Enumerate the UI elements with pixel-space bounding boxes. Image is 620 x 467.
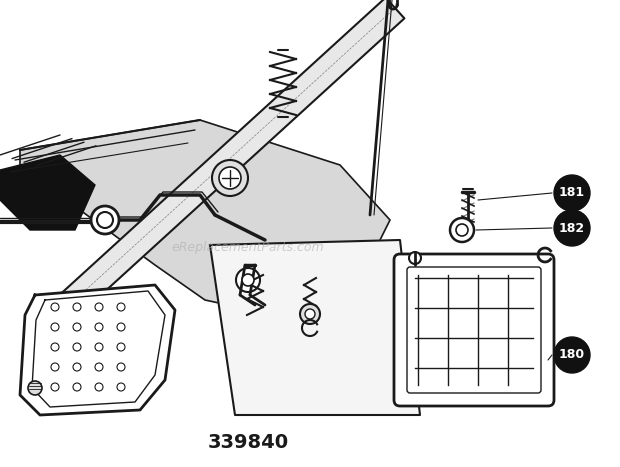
Text: eReplacementParts.com: eReplacementParts.com	[172, 241, 324, 255]
Circle shape	[219, 167, 241, 189]
Polygon shape	[0, 155, 95, 230]
Text: 339840: 339840	[208, 433, 288, 453]
FancyBboxPatch shape	[394, 254, 554, 406]
Circle shape	[554, 175, 590, 211]
Text: 182: 182	[559, 221, 585, 234]
Polygon shape	[20, 285, 175, 415]
Circle shape	[91, 206, 119, 234]
Circle shape	[456, 224, 468, 236]
Circle shape	[409, 252, 421, 264]
Polygon shape	[45, 0, 404, 328]
Polygon shape	[210, 240, 420, 415]
Circle shape	[450, 218, 474, 242]
Circle shape	[97, 212, 113, 228]
Circle shape	[212, 160, 248, 196]
Circle shape	[554, 210, 590, 246]
Circle shape	[242, 274, 254, 286]
Circle shape	[28, 381, 42, 395]
FancyBboxPatch shape	[407, 267, 541, 393]
Circle shape	[236, 268, 260, 292]
Circle shape	[300, 304, 320, 324]
Circle shape	[305, 309, 315, 319]
Text: 180: 180	[559, 348, 585, 361]
Text: 181: 181	[559, 186, 585, 199]
Circle shape	[554, 337, 590, 373]
Polygon shape	[20, 120, 390, 315]
